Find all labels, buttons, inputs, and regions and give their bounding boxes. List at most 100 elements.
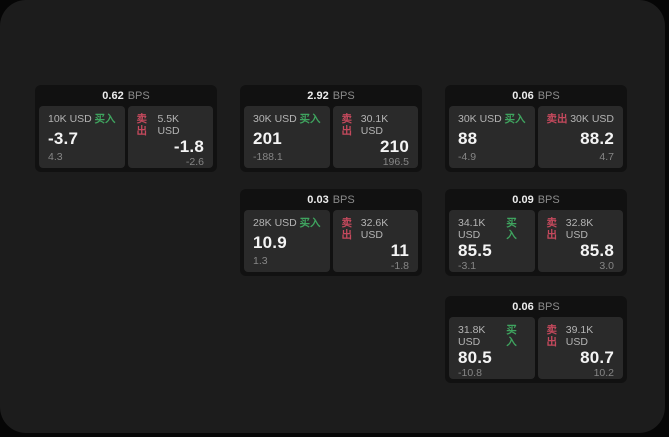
sell-side-label: 卖出 xyxy=(546,113,568,125)
buy-panel[interactable]: 30K USD 买入 201 -188.1 xyxy=(244,106,330,168)
buy-price-value: 80.5 xyxy=(458,348,492,367)
buy-price-value: -3.7 xyxy=(48,128,79,148)
sell-price-value: 88.2 xyxy=(580,128,614,148)
sell-change-value: 10.2 xyxy=(593,367,614,379)
sell-side-label: 卖出 xyxy=(546,324,558,348)
bps-unit-label: BPS xyxy=(332,193,355,206)
sell-top-row: 卖出 30K USD xyxy=(547,113,615,125)
bps-value: 0.09 xyxy=(512,193,534,206)
bps-value: 0.06 xyxy=(512,300,534,313)
sell-panel[interactable]: 卖出 30K USD 88.2 4.7 xyxy=(537,106,623,168)
sell-top-row: 卖出 39.1K USD xyxy=(547,324,615,348)
quote-card: 0.06 BPS 31.8K USD 买入 80.5 -10.8 卖出 39.1… xyxy=(445,296,627,383)
sell-side-label: 卖出 xyxy=(341,113,353,137)
buy-side-label: 买入 xyxy=(506,217,517,241)
bps-value: 0.62 xyxy=(102,89,124,102)
buy-price-value: 88 xyxy=(458,128,478,148)
buy-top-row: 30K USD 买入 xyxy=(253,113,321,125)
buy-change-value: -10.8 xyxy=(458,367,482,379)
sell-top-row: 卖出 32.8K USD xyxy=(547,217,615,241)
sell-top-row: 卖出 5.5K USD xyxy=(137,113,205,137)
sell-amount-label: 5.5K USD xyxy=(157,113,180,137)
buy-amount-label: 30K USD xyxy=(253,113,297,125)
buy-amount-label: 31.8K USD xyxy=(458,324,486,348)
sell-side-label: 卖出 xyxy=(546,217,558,241)
buy-side-label: 买入 xyxy=(504,113,526,125)
bps-unit-label: BPS xyxy=(332,89,355,102)
sell-change-value: 4.7 xyxy=(599,151,614,163)
buy-top-row: 30K USD 买入 xyxy=(458,113,526,125)
bps-header: 0.03 BPS xyxy=(244,189,418,210)
sell-panel[interactable]: 卖出 30.1K USD 210 196.5 xyxy=(332,106,418,168)
buy-amount-label: 10K USD xyxy=(48,113,92,125)
sell-change-value: 196.5 xyxy=(382,156,409,168)
quote-panels: 31.8K USD 买入 80.5 -10.8 卖出 39.1K USD 80.… xyxy=(449,317,623,379)
sell-price-value: -1.8 xyxy=(173,137,204,156)
bps-value: 2.92 xyxy=(307,89,329,102)
buy-price-value: 201 xyxy=(253,128,282,148)
buy-top-row: 28K USD 买入 xyxy=(253,217,321,229)
bps-header: 0.09 BPS xyxy=(449,189,623,210)
sell-panel[interactable]: 卖出 39.1K USD 80.7 10.2 xyxy=(537,317,623,379)
sell-top-row: 卖出 32.6K USD xyxy=(342,217,410,241)
buy-amount-label: 34.1K USD xyxy=(458,217,486,241)
sell-panel[interactable]: 卖出 5.5K USD -1.8 -2.6 xyxy=(127,106,213,168)
sell-price-value: 11 xyxy=(390,241,409,260)
sell-amount-label: 32.6K USD xyxy=(360,217,389,241)
quote-panels: 28K USD 买入 10.9 1.3 卖出 32.6K USD 11 -1.8 xyxy=(244,210,418,272)
quote-card: 2.92 BPS 30K USD 买入 201 -188.1 卖出 30.1K … xyxy=(240,85,422,172)
buy-side-label: 买入 xyxy=(94,113,116,125)
quote-card: 0.09 BPS 34.1K USD 买入 85.5 -3.1 卖出 32.8K… xyxy=(445,189,627,276)
sell-change-value: -2.6 xyxy=(185,156,204,168)
buy-top-row: 31.8K USD 买入 xyxy=(458,324,526,348)
quote-card: 0.62 BPS 10K USD 买入 -3.7 4.3 卖出 5.5K USD… xyxy=(35,85,217,172)
buy-change-value: -188.1 xyxy=(253,151,283,163)
buy-amount-label: 28K USD xyxy=(253,217,297,229)
buy-panel[interactable]: 10K USD 买入 -3.7 4.3 xyxy=(39,106,125,168)
buy-side-label: 买入 xyxy=(299,217,321,229)
sell-price-value: 210 xyxy=(380,137,409,156)
buy-price-value: 85.5 xyxy=(458,241,492,260)
quote-panels: 34.1K USD 买入 85.5 -3.1 卖出 32.8K USD 85.8… xyxy=(449,210,623,272)
sell-panel[interactable]: 卖出 32.8K USD 85.8 3.0 xyxy=(537,210,623,272)
sell-panel[interactable]: 卖出 32.6K USD 11 -1.8 xyxy=(332,210,418,272)
bps-unit-label: BPS xyxy=(537,193,560,206)
quote-panels: 10K USD 买入 -3.7 4.3 卖出 5.5K USD -1.8 -2.… xyxy=(39,106,213,168)
buy-change-value: -3.1 xyxy=(458,260,477,272)
bps-header: 0.06 BPS xyxy=(449,296,623,317)
buy-panel[interactable]: 31.8K USD 买入 80.5 -10.8 xyxy=(449,317,535,379)
sell-amount-label: 39.1K USD xyxy=(565,324,594,348)
quote-panels: 30K USD 买入 88 -4.9 卖出 30K USD 88.2 4.7 xyxy=(449,106,623,168)
buy-change-value: 1.3 xyxy=(253,255,268,267)
buy-panel[interactable]: 28K USD 买入 10.9 1.3 xyxy=(244,210,330,272)
sell-change-value: -1.8 xyxy=(390,260,409,272)
sell-price-value: 85.8 xyxy=(580,241,614,260)
sell-change-value: 3.0 xyxy=(599,260,614,272)
bps-unit-label: BPS xyxy=(537,300,560,313)
quote-panels: 30K USD 买入 201 -188.1 卖出 30.1K USD 210 1… xyxy=(244,106,418,168)
bps-header: 2.92 BPS xyxy=(244,85,418,106)
sell-side-label: 卖出 xyxy=(136,113,148,137)
bps-header: 0.06 BPS xyxy=(449,85,623,106)
bps-unit-label: BPS xyxy=(537,89,560,102)
buy-top-row: 34.1K USD 买入 xyxy=(458,217,526,241)
sell-amount-label: 30K USD xyxy=(570,113,614,125)
buy-top-row: 10K USD 买入 xyxy=(48,113,116,125)
bps-header: 0.62 BPS xyxy=(39,85,213,106)
buy-change-value: -4.9 xyxy=(458,151,477,163)
buy-change-value: 4.3 xyxy=(48,151,63,163)
buy-panel[interactable]: 34.1K USD 买入 85.5 -3.1 xyxy=(449,210,535,272)
sell-top-row: 卖出 30.1K USD xyxy=(342,113,410,137)
sell-amount-label: 32.8K USD xyxy=(565,217,594,241)
buy-amount-label: 30K USD xyxy=(458,113,502,125)
buy-price-value: 10.9 xyxy=(253,232,287,252)
buy-side-label: 买入 xyxy=(299,113,321,125)
buy-side-label: 买入 xyxy=(506,324,517,348)
quote-card: 0.06 BPS 30K USD 买入 88 -4.9 卖出 30K USD 8… xyxy=(445,85,627,172)
buy-panel[interactable]: 30K USD 买入 88 -4.9 xyxy=(449,106,535,168)
sell-side-label: 卖出 xyxy=(341,217,353,241)
sell-price-value: 80.7 xyxy=(580,348,614,367)
quote-card: 0.03 BPS 28K USD 买入 10.9 1.3 卖出 32.6K US… xyxy=(240,189,422,276)
sell-amount-label: 30.1K USD xyxy=(360,113,389,137)
